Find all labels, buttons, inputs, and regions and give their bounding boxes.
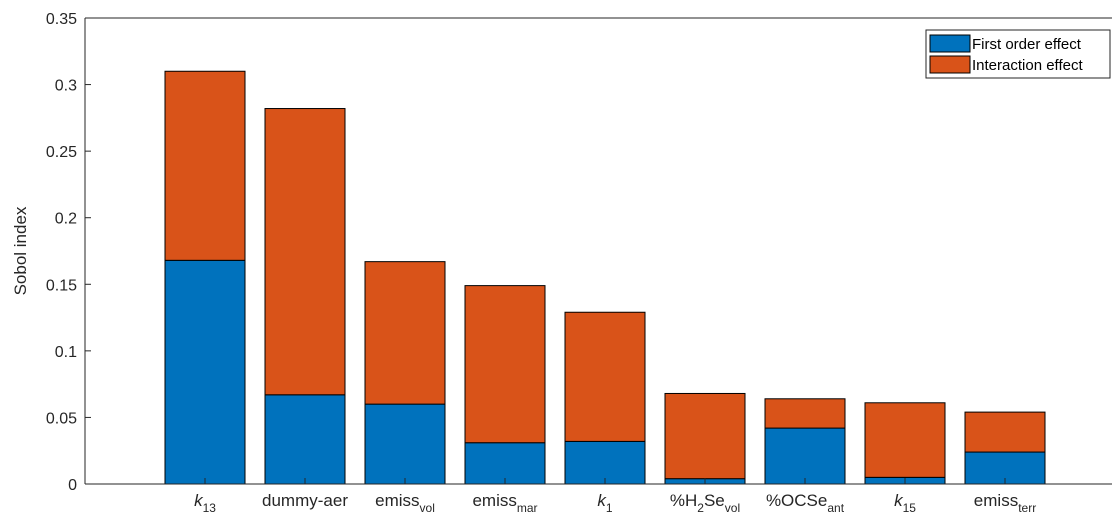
y-tick-label: 0.25	[46, 144, 77, 161]
x-category-label: %H2Sevol	[670, 491, 740, 515]
x-category-label: dummy-aer	[262, 491, 348, 510]
bar-segment-interaction-3	[364, 261, 446, 405]
x-category-label: emissvol	[375, 491, 435, 515]
bars-group	[164, 70, 1046, 485]
x-category-label: k1	[597, 491, 613, 515]
bar-segment-first-order-5	[564, 440, 646, 485]
y-tick-label: 0.35	[46, 11, 77, 28]
y-tick-label: 0.2	[55, 211, 77, 228]
bar-segment-interaction-8	[864, 402, 946, 478]
legend-swatch	[929, 55, 971, 74]
y-ticks-group: 0 0.05 0.1 0.15 0.2 0.25 0.3 0.35	[46, 11, 91, 494]
x-category-label: emissterr	[974, 491, 1036, 515]
x-category-label: k15	[894, 491, 916, 515]
bar-segment-interaction-9	[964, 411, 1046, 453]
bar-segment-interaction-4	[464, 285, 546, 444]
x-category-label: emissmar	[472, 491, 537, 515]
bar-segment-first-order-1	[164, 259, 246, 485]
y-axis-label: Sobol index	[11, 206, 30, 295]
y-tick-label: 0	[68, 477, 77, 494]
bar-segment-first-order-4	[464, 442, 546, 485]
bar-segment-first-order-7	[764, 427, 846, 485]
y-tick-label: 0.3	[55, 78, 77, 95]
bar-segment-first-order-2	[264, 394, 346, 485]
bar-segment-interaction-1	[164, 70, 246, 261]
axes-group	[84, 17, 1112, 485]
y-tick-label: 0.1	[55, 344, 77, 361]
y-tick-label: 0.05	[46, 410, 77, 427]
x-category-label: %OCSeant	[766, 491, 845, 515]
bar-segment-interaction-6	[664, 392, 746, 480]
bar-segment-interaction-7	[764, 398, 846, 429]
legend: First order effect Interaction effect	[925, 29, 1111, 79]
legend-swatch	[929, 34, 971, 53]
y-tick-label: 0.15	[46, 277, 77, 294]
legend-entry-label: First order effect	[972, 36, 1082, 53]
bar-segment-first-order-3	[364, 403, 446, 485]
bar-segment-interaction-2	[264, 108, 346, 396]
x-category-label: k13	[194, 491, 216, 515]
legend-entry-label: Interaction effect	[972, 57, 1083, 74]
x-category-labels: k13 dummy-aer emissvol emissmar k1 %H2Sevol %O…	[194, 478, 1036, 515]
bar-segment-interaction-5	[564, 311, 646, 442]
